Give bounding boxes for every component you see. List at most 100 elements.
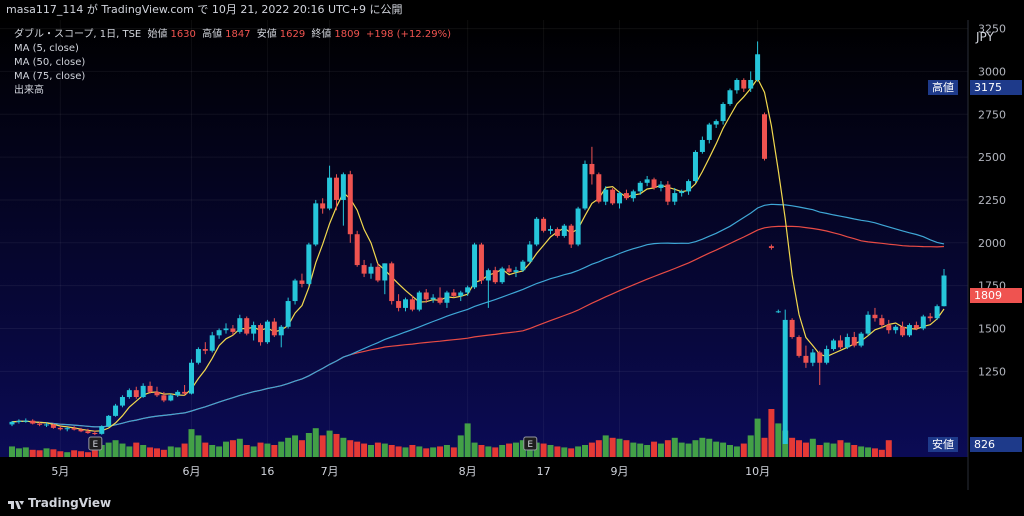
volume-bar: [588, 442, 595, 457]
volume-bar: [264, 443, 271, 457]
earnings-marker[interactable]: [523, 436, 538, 451]
candle-body: [44, 424, 50, 426]
candlesticks: [9, 41, 947, 444]
volume-bar: [512, 442, 519, 457]
volume-bar: [740, 443, 747, 457]
candle-body: [299, 280, 305, 284]
volume-bar: [319, 435, 326, 457]
grid-lines: [0, 20, 968, 457]
candle-body: [527, 244, 533, 262]
volume-bar: [416, 446, 423, 457]
volume-bar: [519, 440, 526, 457]
legend-high-value: 1847: [225, 29, 251, 40]
volume-bar: [775, 423, 782, 457]
time-tick-label: 8月: [459, 465, 477, 478]
candle-body: [368, 266, 374, 274]
volume-bar: [443, 445, 450, 457]
candle-body: [672, 193, 678, 202]
legend-symbol[interactable]: ダブル・スコープ, 1日, TSE: [14, 29, 142, 40]
volume-bar: [223, 441, 230, 457]
candle-body: [209, 335, 215, 351]
volume-bar: [506, 443, 513, 457]
volume-bar: [9, 446, 15, 457]
volume-bar: [747, 435, 754, 457]
candle-body: [506, 268, 512, 272]
volume-bar: [395, 446, 402, 457]
candle-body: [57, 427, 63, 430]
candle-body: [817, 352, 823, 363]
volume-bar: [754, 418, 761, 457]
volume-bar: [98, 445, 105, 457]
ma5-line: [11, 77, 945, 432]
volume-bar: [126, 446, 133, 457]
volume-bar: [43, 448, 50, 457]
legend-close-label: 終値: [311, 29, 332, 40]
volume-bar: [402, 447, 409, 457]
candle-body: [582, 163, 588, 209]
volume-bar: [457, 435, 464, 457]
volume-bar: [830, 443, 837, 457]
candle-body: [237, 318, 243, 332]
candle-body: [644, 179, 650, 183]
candle-body: [762, 114, 768, 159]
candle-body: [617, 193, 623, 204]
legend-indicator-volume[interactable]: 出来高: [14, 85, 44, 96]
legend-low-label: 安値: [256, 29, 277, 40]
candle-body: [810, 352, 816, 363]
volume-bar: [885, 440, 892, 457]
last-price-text: 1809: [974, 289, 1002, 302]
volume-bar: [312, 428, 319, 457]
volume-bar: [816, 445, 823, 457]
volume-bar: [699, 437, 706, 457]
volume-bar: [216, 446, 223, 457]
tradingview-logo[interactable]: TradingView: [8, 494, 111, 512]
legend-indicator-ma5[interactable]: MA (5, close): [14, 43, 79, 54]
candle-body: [513, 270, 519, 272]
volume-bar: [568, 448, 575, 457]
candle-body: [492, 270, 498, 283]
candle-body: [251, 325, 257, 334]
volume-bar: [851, 445, 858, 457]
candle-body: [306, 244, 312, 284]
candle-body: [589, 163, 595, 175]
legend-close-value: 1809: [334, 29, 360, 40]
time-tick-label: 7月: [321, 465, 339, 478]
volume-bar: [450, 447, 457, 457]
time-tick-label: 16: [260, 465, 274, 478]
volume-bar: [595, 440, 602, 457]
legend-indicator-ma50[interactable]: MA (50, close): [14, 57, 86, 68]
volume-bar: [726, 445, 733, 457]
volume-bar: [678, 442, 685, 457]
volume-bar: [305, 433, 312, 457]
volume-bar: [692, 440, 699, 457]
volume-bar: [381, 443, 388, 457]
candle-body: [361, 265, 367, 274]
volume-bar: [333, 433, 340, 457]
candle-body: [271, 321, 277, 336]
ma50-line: [11, 203, 945, 428]
volume-bar: [181, 443, 188, 457]
candle-body: [775, 311, 781, 313]
candle-body: [851, 337, 857, 346]
volume-bar: [78, 451, 85, 457]
legend-change: +198 (+12.29%): [366, 29, 451, 40]
candle-body: [409, 299, 415, 310]
candle-body: [278, 326, 284, 336]
volume-bar: [29, 449, 36, 457]
legend-indicator-ma75[interactable]: MA (75, close): [14, 71, 86, 82]
candle-body: [900, 326, 906, 336]
tradingview-logo-text: TradingView: [28, 496, 112, 510]
volume-bar: [174, 447, 181, 457]
candle-body: [520, 261, 526, 271]
currency-unit[interactable]: JPY: [976, 30, 994, 44]
volume-bar: [292, 435, 299, 457]
volume-bar: [243, 445, 250, 457]
volume-bar: [623, 440, 630, 457]
footer: TradingView: [0, 490, 1024, 516]
price-tick-label: 1500: [978, 322, 1006, 335]
earnings-marker[interactable]: [88, 436, 103, 451]
candle-body: [451, 292, 457, 296]
volume-bar: [298, 440, 305, 457]
